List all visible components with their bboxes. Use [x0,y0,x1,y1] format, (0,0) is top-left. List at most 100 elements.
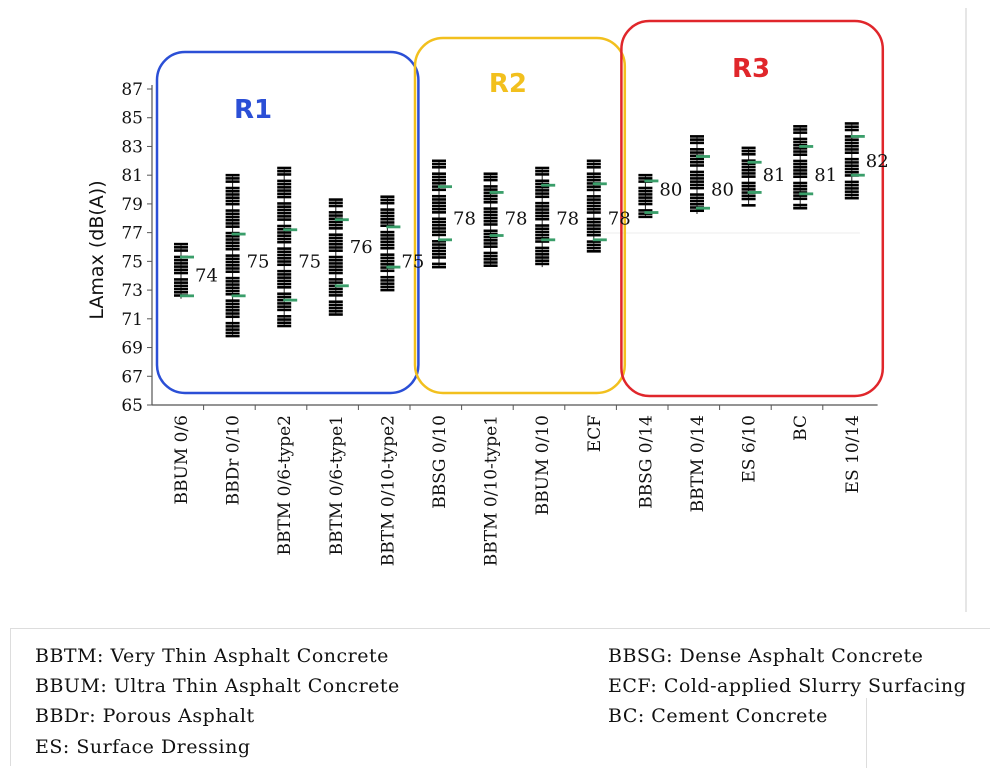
data-point [690,138,704,141]
data-point [380,230,395,234]
data-point [535,189,550,192]
data-point [380,246,395,250]
data-point [277,186,292,189]
data-point [432,175,446,179]
data-point [793,128,808,131]
y-tick-label: 73 [121,281,143,301]
data-point [535,205,550,208]
data-point [225,180,240,183]
value-label: 78 [505,208,528,229]
data-point [328,265,343,268]
data-point [432,159,446,163]
green-marker [850,135,865,138]
data-point [174,262,188,265]
data-point [225,270,240,274]
data-point [432,217,446,221]
data-point [380,214,395,218]
green-marker [334,218,349,222]
data-point [535,214,550,218]
data-point [586,220,601,224]
data-point [225,309,240,312]
data-point [586,172,601,176]
data-point [328,268,343,272]
data-point [277,282,292,286]
value-label: 75 [247,251,270,272]
data-point [380,234,395,237]
y-tick-label: 71 [121,310,143,330]
green-marker [541,183,556,187]
legend-bbum: BBUM: Ultra Thin Asphalt Concrete [35,675,400,697]
data-point [690,141,704,145]
data-point [380,288,395,292]
data-point [432,162,446,166]
data-point [328,300,343,304]
region-label-r1: R1 [234,95,272,125]
data-point [277,218,292,221]
legend-frame-top [10,628,990,629]
data-point [174,246,188,249]
data-point [432,204,446,208]
data-point [174,290,188,294]
data-point [535,249,550,253]
value-label: 78 [608,208,631,229]
data-point [432,165,446,169]
data-point [793,203,808,207]
data-point [277,166,292,170]
data-point [793,197,808,201]
data-point [793,159,808,163]
data-point [586,195,601,198]
data-point [793,169,808,172]
x-tick-label: BBDr 0/10 [224,415,244,505]
data-point [793,206,808,210]
region-label-r2: R2 [489,69,527,99]
data-point [277,208,292,212]
green-marker [592,182,607,186]
data-point [741,162,756,166]
data-point [380,208,395,211]
data-point [432,201,446,204]
data-point [432,198,446,201]
data-point [690,148,704,151]
x-tick-label: BBSG 0/14 [636,415,656,509]
data-point [380,217,395,221]
data-point [483,172,498,176]
data-point [741,175,756,178]
data-point [225,173,240,177]
data-point [277,253,292,257]
data-point [277,315,292,318]
green-marker [696,206,710,210]
data-point [328,306,343,310]
data-point [225,244,240,248]
data-point [380,198,395,202]
data-point [844,138,859,142]
value-label: 80 [711,180,734,201]
data-point [380,269,395,273]
data-point [277,273,292,276]
data-point [793,131,808,134]
data-point [535,262,550,266]
data-point [741,159,756,162]
data-point [225,292,240,296]
data-point [432,172,446,176]
data-point [225,241,240,245]
data-point [535,259,550,263]
x-tick-label: ES 6/10 [740,415,760,483]
data-point [586,207,601,211]
data-point [690,135,704,138]
data-point [586,159,601,163]
y-tick-label: 75 [121,252,143,272]
legend-frame-inner [866,698,867,768]
data-point [174,268,188,272]
green-marker [180,255,194,259]
data-point [483,216,498,220]
data-point [483,175,498,179]
data-point [277,224,292,228]
data-point [844,167,859,171]
data-point [380,240,395,244]
data-point [380,221,395,224]
green-marker [747,160,762,164]
data-point [328,227,343,230]
region-label-r3: R3 [732,54,770,84]
data-point [432,182,446,185]
data-point [380,263,395,266]
